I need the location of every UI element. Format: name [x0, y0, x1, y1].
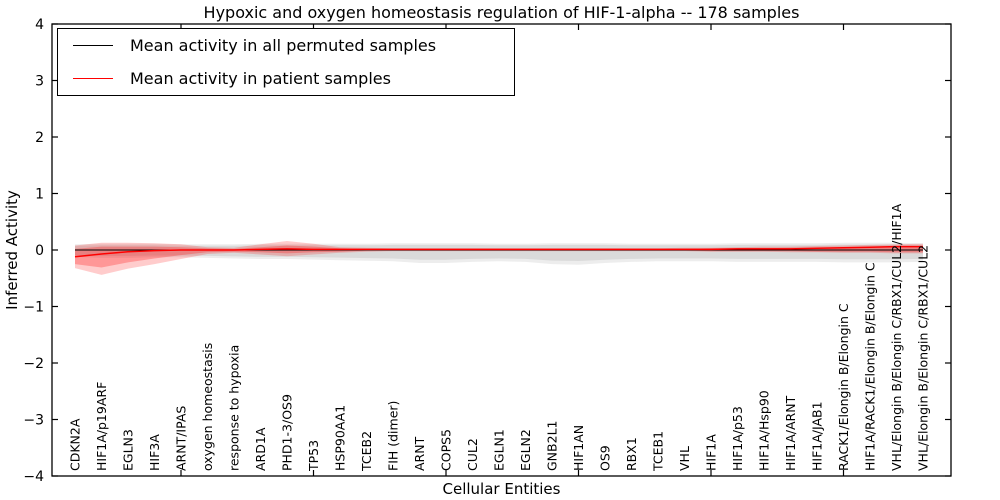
legend-item-patient: Mean activity in patient samples [58, 63, 514, 95]
entity-label: VHL [677, 446, 692, 471]
legend-label: Mean activity in patient samples [130, 69, 391, 88]
legend-label: Mean activity in all permuted samples [130, 36, 437, 55]
entity-label: ARD1A [253, 427, 268, 471]
entity-label: COPS5 [439, 429, 454, 471]
y-tick-label: −2 [23, 356, 44, 372]
entity-label: CUL2 [465, 438, 480, 471]
y-tick-label: 2 [35, 130, 44, 146]
entity-label: EGLN1 [492, 429, 507, 471]
y-tick-label: −1 [23, 300, 44, 316]
entity-label: TCEB2 [359, 431, 374, 472]
entity-label: HIF1A/ARNT [783, 395, 798, 471]
entity-label: HIF1A/p19ARF [94, 382, 109, 471]
mean-lines [74, 245, 923, 258]
y-tick-label: 3 [35, 74, 44, 90]
y-tick-label: 4 [35, 17, 44, 33]
y-tick-label: −4 [23, 469, 44, 485]
entity-label: GNB2L1 [545, 421, 560, 471]
y-tick-label: −3 [23, 413, 44, 429]
patient-mean-line [74, 245, 923, 258]
x-axis-label: Cellular Entities [442, 480, 561, 498]
entity-label: PHD1-3/OS9 [280, 394, 295, 471]
entity-label: response to hypoxia [227, 345, 242, 471]
entity-label: VHL/Elongin B/Elongin C/RBX1/CUL2 [916, 245, 931, 471]
patient-line-swatch [73, 78, 113, 79]
chart-title: Hypoxic and oxygen homeostasis regulatio… [203, 3, 800, 22]
entity-label: HIF1A/RACK1/Elongin B/Elongin C [863, 262, 878, 471]
entity-label: HSP90AA1 [333, 405, 348, 471]
y-tick-label: 0 [35, 243, 44, 259]
entity-label: HIF1A/Hsp90 [757, 390, 772, 471]
entity-label: RACK1/Elongin B/Elongin C [836, 303, 851, 471]
y-axis-label: Inferred Activity [3, 190, 21, 310]
entity-label: OS9 [598, 445, 613, 471]
entity-label: FIH (dimer) [386, 401, 401, 471]
entity-label: HIF3A [147, 434, 162, 471]
entity-label: TP53 [306, 440, 321, 472]
entity-label: TCEB1 [651, 431, 666, 472]
entity-label: oxygen homeostasis [200, 343, 215, 471]
entity-label: HIF1AN [571, 425, 586, 471]
entity-label: HIF1A/JAB1 [810, 401, 825, 471]
axes [51, 23, 952, 477]
legend-item-permuted: Mean activity in all permuted samples [58, 30, 514, 62]
entity-label: ARNT/IPAS [174, 406, 189, 471]
tick-labels: −4 −3 −2 −1 0 1 2 3 4 [23, 17, 44, 485]
entity-label: HIF1A [704, 434, 719, 471]
permuted-line-swatch [73, 45, 113, 46]
legend: Mean activity in all permuted samples Me… [57, 28, 515, 96]
entity-label: EGLN3 [121, 429, 136, 471]
patient-band-inner [75, 245, 923, 268]
confidence-bands [75, 241, 923, 275]
entity-label: ARNT [412, 436, 427, 471]
entity-label: HIF1A/p53 [730, 406, 745, 471]
x-entity-labels: CDKN2A HIF1A/p19ARF EGLN3 HIF3A ARNT/IPAS oxy… [68, 203, 931, 472]
entity-label: CDKN2A [68, 418, 83, 471]
y-tick-label: 1 [35, 187, 44, 203]
entity-label: VHL/Elongin B/Elongin C/RBX1/CUL2/HIF1A [889, 203, 904, 471]
entity-label: RBX1 [624, 437, 639, 471]
entity-label: EGLN2 [518, 429, 533, 471]
